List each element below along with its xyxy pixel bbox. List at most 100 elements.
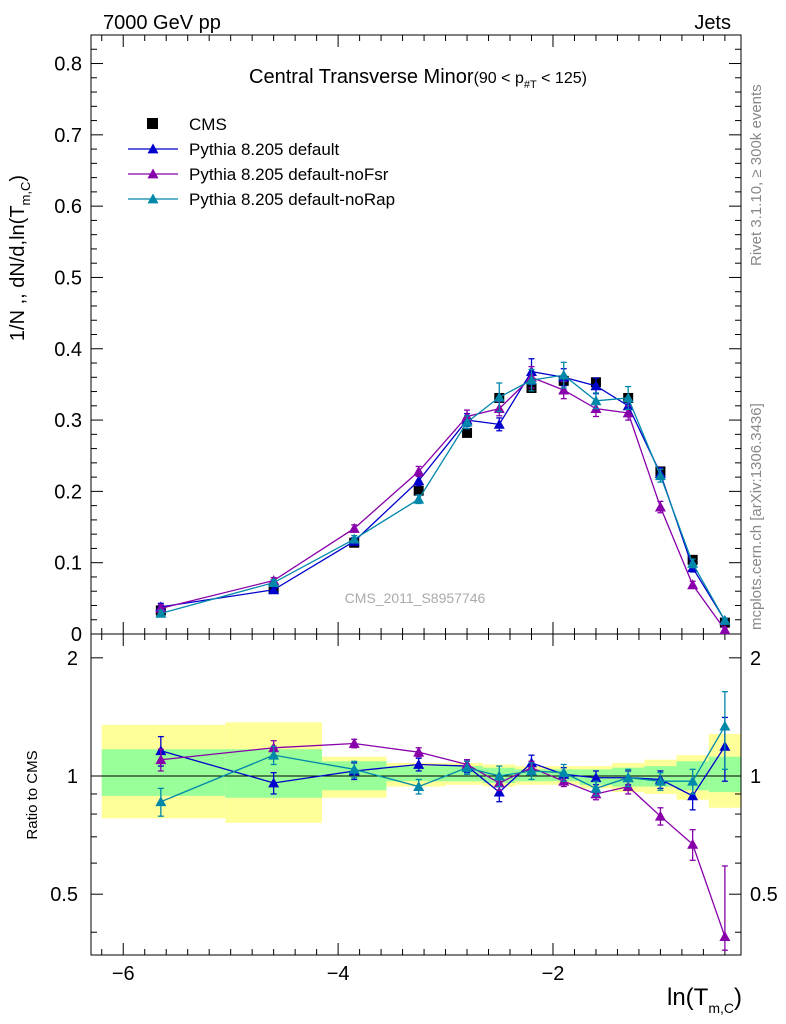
data-point (622, 407, 634, 418)
legend-label: Pythia 8.205 default (189, 140, 340, 159)
series-line (160, 374, 726, 621)
data-layer (155, 358, 731, 951)
data-point (687, 557, 699, 568)
data-point (348, 533, 360, 544)
ratio-point (413, 746, 425, 757)
legend-marker (147, 168, 159, 179)
series-pythia-8-205-default-nofsr (155, 365, 731, 951)
data-point (493, 418, 505, 429)
y-tick-label: 0.2 (54, 481, 82, 503)
x-tick-label: −6 (112, 963, 135, 985)
data-point (268, 577, 280, 588)
ratio-point (687, 790, 699, 801)
y-tick-label: 0.1 (54, 553, 82, 575)
ratio-y-axis-label: Ratio to CMS (24, 750, 41, 839)
y-tick-label: 0.6 (54, 196, 82, 218)
data-point (590, 380, 602, 391)
ratio-point (268, 749, 280, 760)
chart-title-sub: (90 < p (474, 70, 524, 87)
legend-label: Pythia 8.205 default-noRap (189, 190, 395, 209)
data-point (525, 374, 537, 385)
process-label: Jets (694, 12, 731, 34)
data-point (622, 392, 634, 403)
x-axis-label-sub: m,C (708, 1000, 734, 1016)
data-point (654, 501, 666, 512)
ratio-plot-frame (90, 633, 742, 956)
ratio-point (413, 781, 425, 791)
ratio-uncertainty-bands (101, 722, 741, 823)
y-tick-label: 0.7 (54, 125, 82, 147)
chart-title-sub-end: < 125) (537, 70, 587, 87)
ratio-point (719, 931, 731, 941)
chart-title: Central Transverse Minor(90 < p#T < 125) (249, 66, 587, 91)
legend-label: CMS (189, 115, 227, 134)
ratio-point (719, 720, 731, 731)
chart-title-sub-index: #T (524, 79, 537, 91)
legend-marker (147, 193, 159, 204)
ratio-tick-label-left: 0.5 (50, 884, 78, 906)
data-point (654, 470, 666, 481)
x-tick-label: −4 (327, 963, 350, 985)
data-point (719, 614, 731, 625)
analysis-watermark: CMS_2011_S8957746 (345, 590, 486, 606)
y-axis-label-main: 1/N ,, dN/d,ln(T (7, 205, 29, 341)
series-line (160, 370, 726, 621)
data-point (687, 579, 699, 590)
y-tick-label: 0.3 (54, 410, 82, 432)
ratio-point (493, 786, 505, 797)
ratio-point (461, 762, 473, 773)
legend-item: Pythia 8.205 default-noFsr (128, 165, 389, 184)
chart-title-main: Central Transverse Minor (249, 66, 474, 88)
ratio-tick-label-right: 0.5 (750, 884, 778, 906)
x-axis-label-main: ln(T (667, 984, 709, 1011)
ratio-band-inner (386, 766, 446, 782)
legend-marker (147, 143, 159, 154)
x-axis-label: ln(Tm,C) (667, 984, 742, 1016)
axis-ticks: −6 −4 −2 0 0.1 0.2 0.3 0.4 0.5 0.6 0.7 0.8 0.5 0.5 1 1 2… (50, 35, 778, 985)
ratio-point (525, 765, 537, 776)
data-point (268, 584, 280, 595)
ratio-tick-label-left: 2 (67, 648, 78, 670)
data-point (558, 369, 570, 380)
ratio-point (590, 772, 602, 783)
data-point (493, 391, 505, 402)
legend: CMS Pythia 8.205 default Pythia 8.205 defa… (128, 115, 395, 209)
ratio-point (493, 770, 505, 781)
y-tick-label: 0.4 (54, 339, 82, 361)
cms-data-point (462, 427, 473, 438)
ratio-tick-label-right: 2 (750, 648, 761, 670)
x-axis-label-end: ) (734, 984, 742, 1011)
rivet-label: Rivet 3.1.10, ≥ 300k events (748, 84, 765, 266)
ratio-tick-label-right: 1 (750, 766, 761, 788)
mcplots-label: mcplots.cern.ch [arXiv:1306.3436] (748, 403, 765, 630)
ratio-point (687, 775, 699, 786)
data-point (413, 465, 425, 476)
data-point (413, 475, 425, 486)
data-point (348, 522, 360, 533)
y-axis-label: 1/N ,, dN/d,ln(Tm,C) (7, 175, 33, 341)
data-point (719, 624, 731, 635)
ratio-point (590, 782, 602, 793)
legend-marker (147, 118, 158, 129)
ratio-point (558, 767, 570, 778)
y-axis-label-end: ) (7, 175, 29, 182)
cms-data-point (413, 485, 424, 496)
legend-label: Pythia 8.205 default-noFsr (189, 165, 389, 184)
legend-item: CMS (147, 115, 227, 134)
data-point (461, 416, 473, 427)
energy-label: 7000 GeV pp (103, 12, 221, 34)
ratio-point (155, 796, 167, 807)
data-point (413, 493, 425, 504)
legend-item: Pythia 8.205 default-noRap (128, 190, 395, 209)
data-point (155, 607, 167, 618)
ratio-point (348, 738, 360, 748)
ratio-point (654, 775, 666, 786)
y-tick-label: 0.8 (54, 54, 82, 76)
ratio-tick-label-left: 1 (67, 766, 78, 788)
ratio-point (348, 763, 360, 774)
ratio-point (622, 772, 634, 783)
series-pythia-8-205-default-norap (155, 361, 731, 817)
y-axis-label-sub: m,C (18, 182, 33, 206)
ratio-point (268, 777, 280, 788)
